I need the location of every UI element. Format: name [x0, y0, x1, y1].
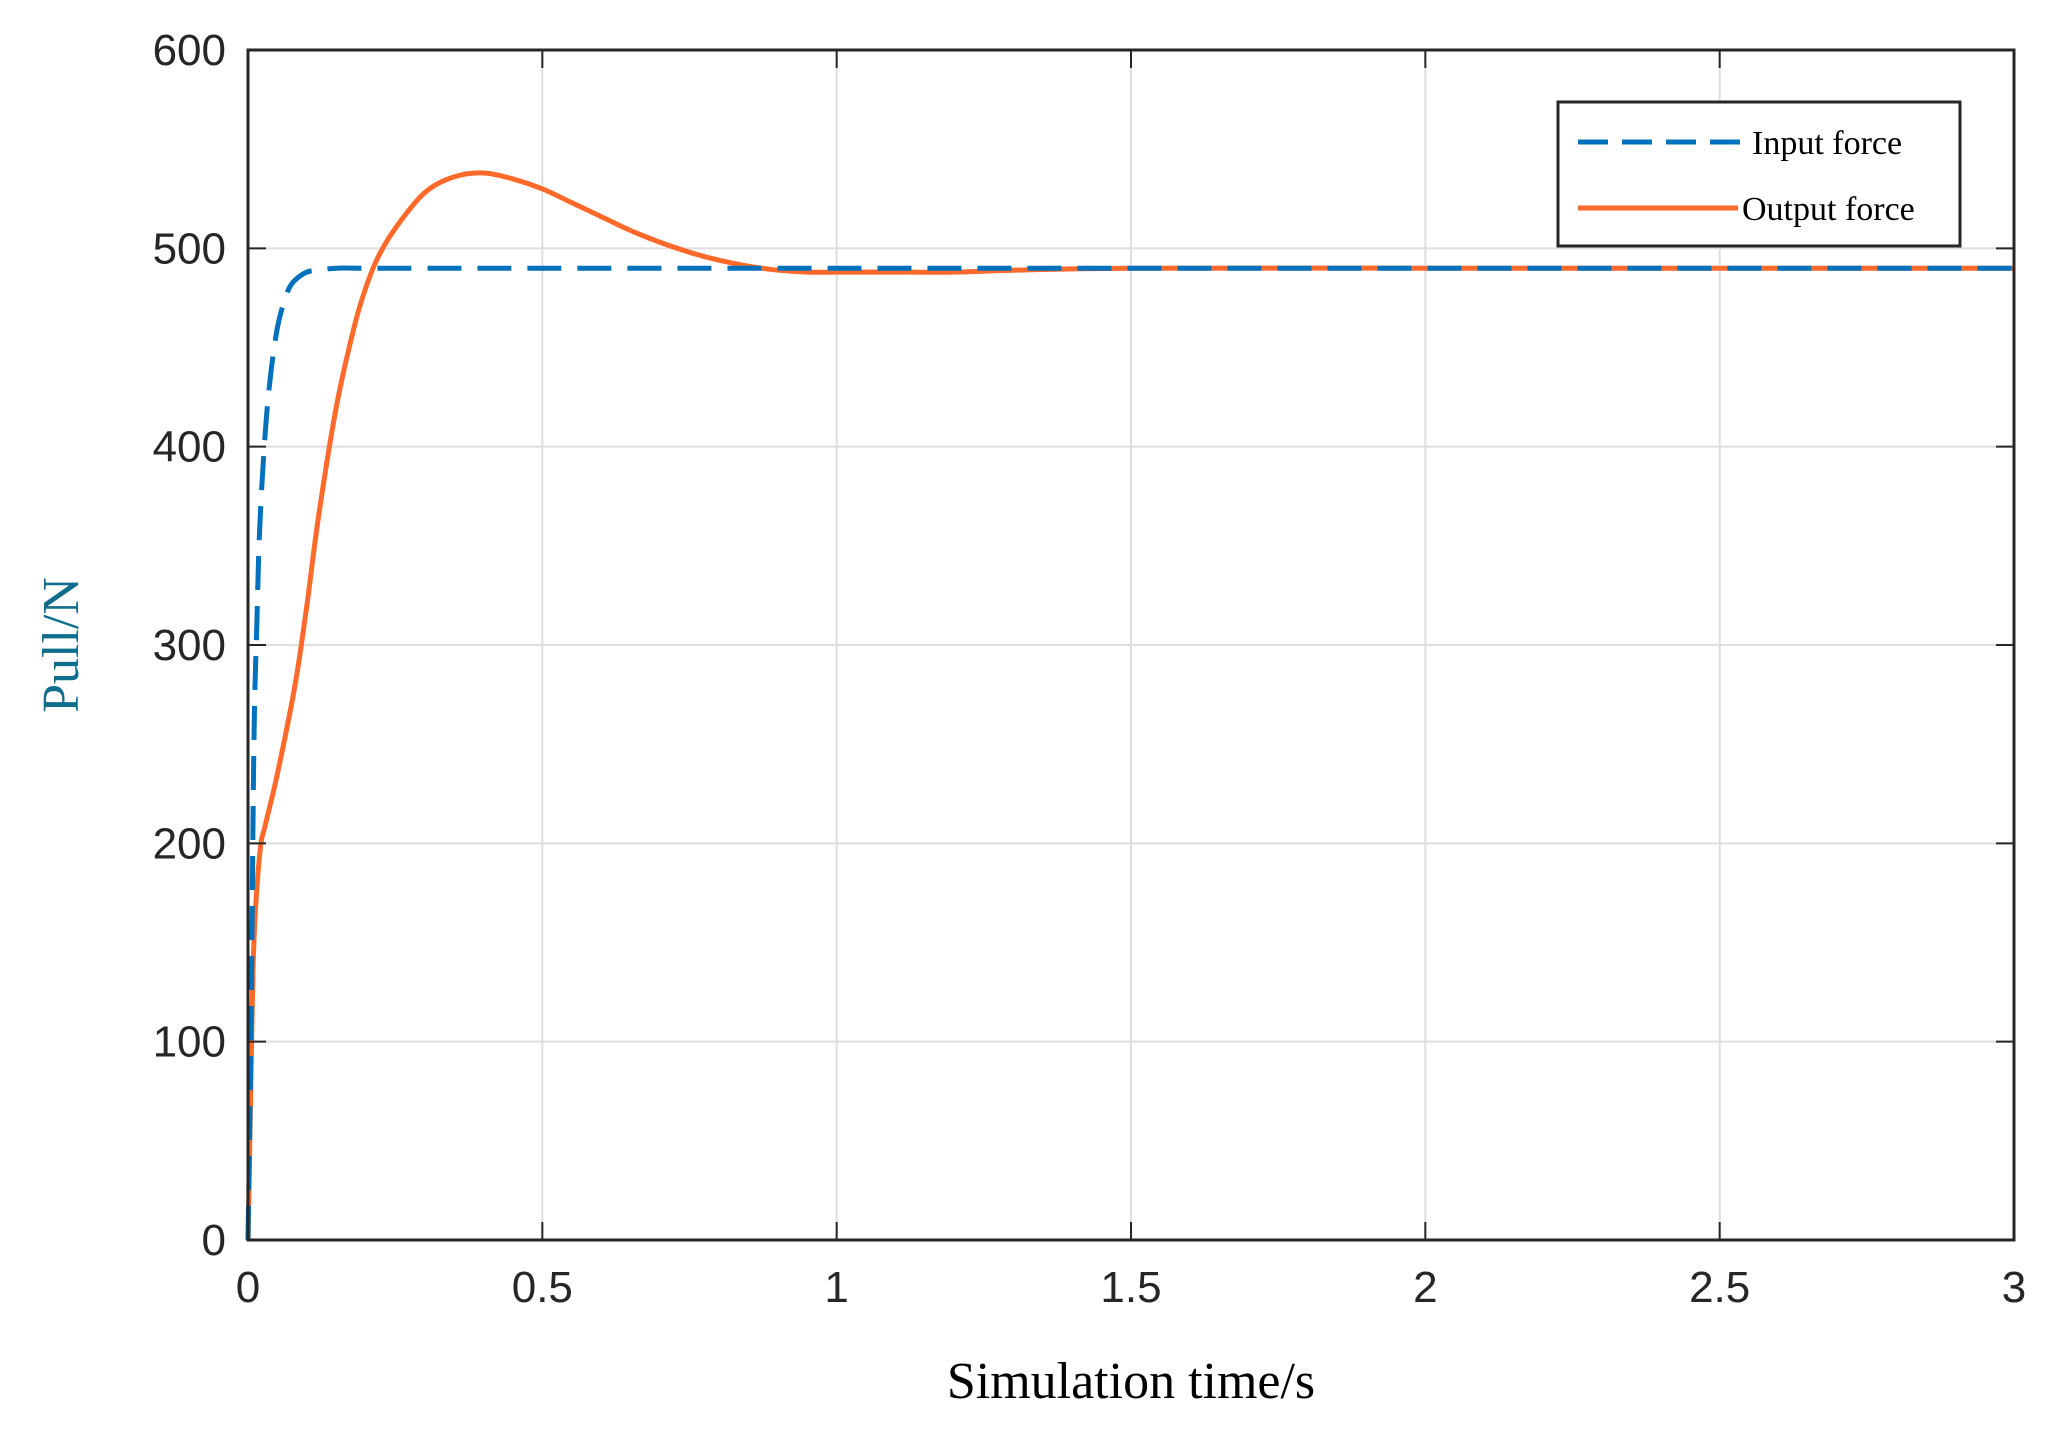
y-tick-label: 400: [153, 423, 226, 472]
y-tick-label: 0: [202, 1216, 226, 1265]
y-tick-label: 500: [153, 224, 226, 273]
x-tick-label: 0: [236, 1263, 260, 1312]
legend: Input force Output force: [1556, 100, 1962, 248]
y-tick-label: 200: [153, 819, 226, 868]
y-axis-title: Pull/N: [33, 577, 90, 713]
x-tick-label: 0.5: [512, 1263, 573, 1312]
axis-ticks: [247, 49, 2015, 1241]
legend-label-output-force: Output force: [1742, 191, 1915, 228]
x-tick-label: 2.5: [1689, 1263, 1750, 1312]
tick-labels: 0 0.5 1 1.5 2 2.5 3 0 100 200 300 400 500 600: [153, 26, 2027, 1312]
y-tick-label: 600: [153, 26, 226, 75]
legend-box: [1556, 100, 1962, 248]
y-tick-label: 100: [153, 1018, 226, 1067]
y-tick-label: 300: [153, 621, 226, 670]
x-tick-label: 1: [824, 1263, 848, 1312]
data-series: [245, 170, 2014, 1241]
x-tick-label: 2: [1413, 1263, 1437, 1312]
x-axis-title: Simulation time/s: [947, 1353, 1315, 1410]
x-tick-label: 1.5: [1100, 1263, 1161, 1312]
legend-label-input-force: Input force: [1752, 125, 1902, 162]
x-tick-label: 3: [2002, 1263, 2026, 1312]
input-force-line: [245, 265, 2014, 1241]
